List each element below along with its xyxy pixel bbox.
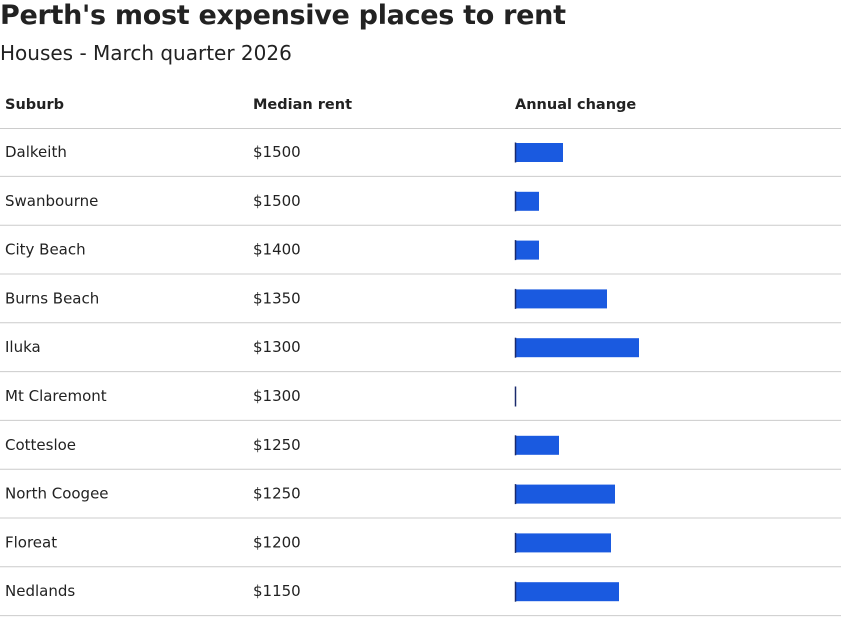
median-rent: $1500 [253,192,301,210]
suburb: Swanbourne [5,192,98,210]
suburb: Nedlands [5,582,75,600]
change-bar [515,338,639,358]
median-rent: $1400 [253,241,301,259]
suburb: Dalkeith [5,143,67,161]
suburb: Iluka [5,338,41,356]
suburb: Floreat [5,533,57,551]
median-rent: $1200 [253,533,301,551]
median-rent: $1250 [253,485,301,503]
median-rent: $1300 [253,387,301,405]
column-header: Suburb [5,97,64,113]
change-bar [515,240,539,260]
change-bar [515,582,619,602]
suburb: North Coogee [5,485,109,503]
change-bar [515,484,615,504]
suburb: Cottesloe [5,436,76,454]
change-bar [515,289,607,309]
median-rent: $1500 [253,143,301,161]
column-header: Annual change [515,97,636,113]
suburb: Burns Beach [5,289,99,307]
suburb: City Beach [5,241,86,259]
median-rent: $1300 [253,338,301,356]
change-bar [515,143,563,162]
subtitle: Houses - March quarter 2026 [0,41,292,65]
median-rent: $1150 [253,582,301,600]
change-bar [515,191,539,211]
suburb: Mt Claremont [5,387,107,405]
median-rent: $1350 [253,289,301,307]
title: Perth's most expensive places to rent [0,0,566,31]
change-bar [515,435,559,455]
median-rent: $1250 [253,436,301,454]
column-header: Median rent [253,97,352,113]
change-bar [515,533,611,553]
